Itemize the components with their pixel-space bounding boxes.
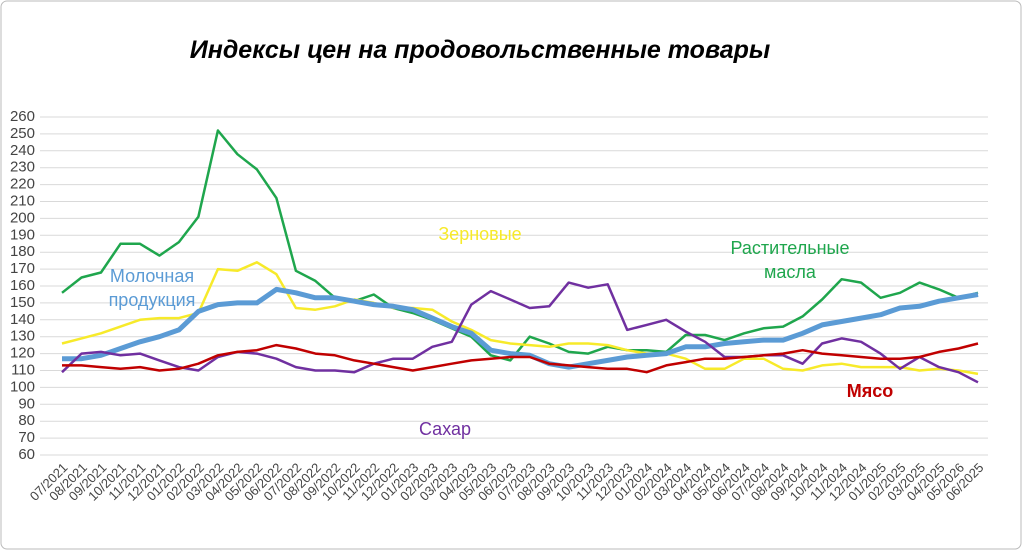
series-line [61,281,979,384]
y-tick-label: 60 [18,446,35,463]
y-tick-label: 230 [10,159,35,176]
series-label: Сахар [418,419,472,439]
y-tick-label: 220 [10,176,35,193]
y-tick-label: 260 [10,108,35,125]
series-line [61,261,979,376]
y-tick-label: 130 [10,328,35,345]
y-tick-label: 120 [10,345,35,362]
series-line [62,286,979,370]
y-tick-label: 160 [10,277,35,294]
y-tick-label: 190 [10,226,35,243]
y-tick-label: 180 [10,243,35,260]
series-label: Мясо [846,381,894,401]
y-tick-label: 100 [10,378,35,395]
y-tick-label: 240 [10,142,35,159]
y-tick-label: 150 [10,294,35,311]
series-label: Растительные масла [730,238,850,282]
y-tick-label: 170 [10,260,35,277]
y-tick-label: 200 [10,209,35,226]
series-label: Молочная продукция [108,266,196,310]
chart-title: Индексы цен на продовольственные товары [189,36,771,64]
y-tick-label: 110 [11,361,35,378]
y-tick-label: 90 [18,395,35,412]
y-tick-label: 140 [10,311,35,328]
y-tick-label: 70 [18,429,35,446]
y-tick-label: 210 [10,192,35,209]
series-label: Зерновые [438,224,522,244]
series-line [61,129,979,362]
y-tick-label: 80 [18,412,35,429]
y-tick-label: 250 [10,125,35,142]
series-line [62,342,979,374]
